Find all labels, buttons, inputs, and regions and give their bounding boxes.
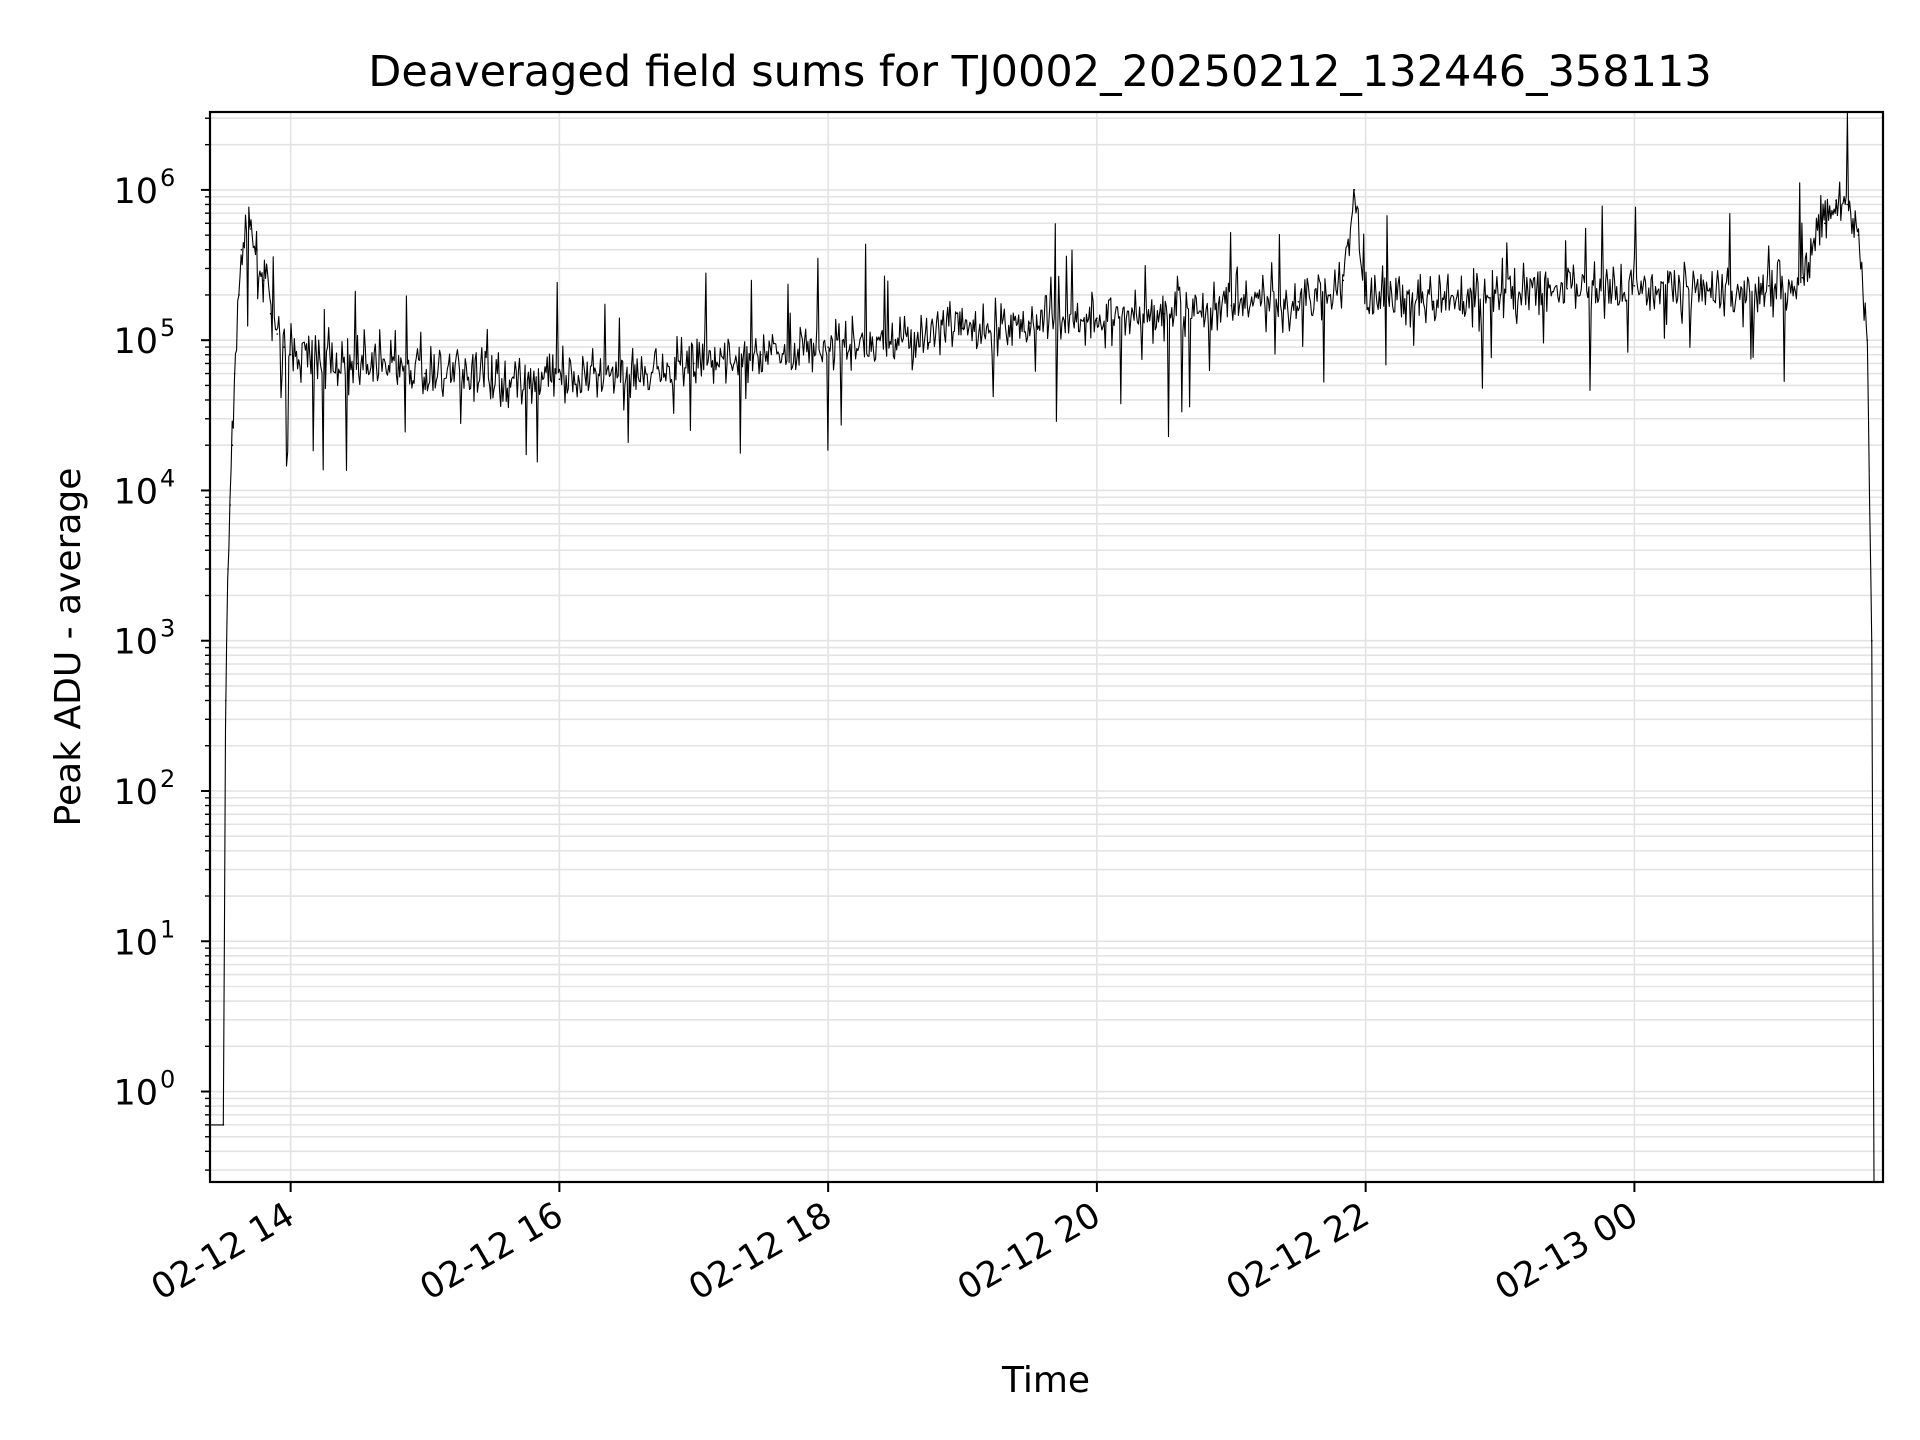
- y-tick-label: 10: [113, 623, 158, 663]
- data-point: [424, 372, 426, 375]
- data-point: [1364, 294, 1367, 296]
- y-tick-label: 10: [113, 172, 158, 212]
- data-point: [1871, 639, 1873, 642]
- data-point: [222, 1124, 225, 1126]
- data-point: [357, 362, 359, 365]
- data-point: [1096, 317, 1098, 320]
- data-point: [1801, 277, 1804, 279]
- data-point: [224, 699, 227, 702]
- data-point: [1342, 279, 1345, 282]
- data-point: [1846, 203, 1848, 206]
- data-point: [1353, 189, 1356, 191]
- data-point: [240, 248, 243, 251]
- y-tick-label: 10: [113, 773, 158, 813]
- data-point: [269, 312, 272, 315]
- y-tick-label: 10: [113, 472, 158, 512]
- data-point: [276, 333, 279, 335]
- series-line: [210, 112, 1875, 1182]
- data-point: [1499, 294, 1501, 296]
- y-axis-label: Peak ADU - average: [48, 468, 89, 827]
- data-point: [1230, 304, 1233, 307]
- data-point: [231, 444, 234, 447]
- data-point: [1633, 285, 1636, 287]
- data-point: [245, 222, 247, 225]
- data-point: [625, 372, 628, 375]
- data-point: [283, 346, 285, 348]
- data-point: [1835, 199, 1837, 202]
- data-point: [693, 362, 695, 365]
- chart-title: Deaveraged field sums for TJ0002_2025021…: [368, 47, 1711, 97]
- data-point: [1768, 285, 1770, 287]
- x-axis-label: Time: [1001, 1360, 1090, 1401]
- y-tick-label-exponent: 4: [160, 464, 175, 492]
- data-point: [289, 353, 292, 356]
- y-tick-label-exponent: 3: [160, 615, 175, 643]
- data-point: [1432, 301, 1434, 303]
- data-point: [1700, 287, 1703, 290]
- data-point: [491, 378, 494, 381]
- y-tick-label: 10: [113, 1074, 158, 1114]
- y-tick-label: 10: [113, 923, 158, 963]
- y-tick-label-exponent: 0: [160, 1066, 175, 1094]
- data-point: [961, 327, 964, 330]
- data-point: [238, 294, 240, 296]
- data-point: [1857, 234, 1860, 236]
- y-tick-label-exponent: 5: [160, 314, 175, 342]
- data-point: [558, 378, 561, 381]
- y-tick-label-exponent: 2: [160, 765, 175, 793]
- data-point: [1824, 222, 1826, 225]
- data-point: [249, 228, 252, 230]
- y-tick-label: 10: [113, 322, 158, 362]
- data-point: [263, 279, 265, 282]
- data-point: [1566, 287, 1568, 290]
- data-point: [1297, 301, 1300, 303]
- data-point: [760, 353, 762, 356]
- data-point: [1866, 339, 1869, 342]
- data-point: [233, 372, 236, 375]
- data-point: [827, 346, 829, 348]
- data-point: [323, 358, 326, 360]
- data-point: [256, 248, 258, 251]
- data-point: [229, 504, 231, 506]
- data-point: [894, 339, 897, 342]
- data-point: [1163, 312, 1165, 315]
- data-point: [1028, 322, 1031, 324]
- grid: [210, 112, 1883, 1182]
- y-tick-label-exponent: 1: [160, 915, 175, 943]
- y-tick-label-exponent: 6: [160, 164, 175, 192]
- data-point: [227, 568, 229, 570]
